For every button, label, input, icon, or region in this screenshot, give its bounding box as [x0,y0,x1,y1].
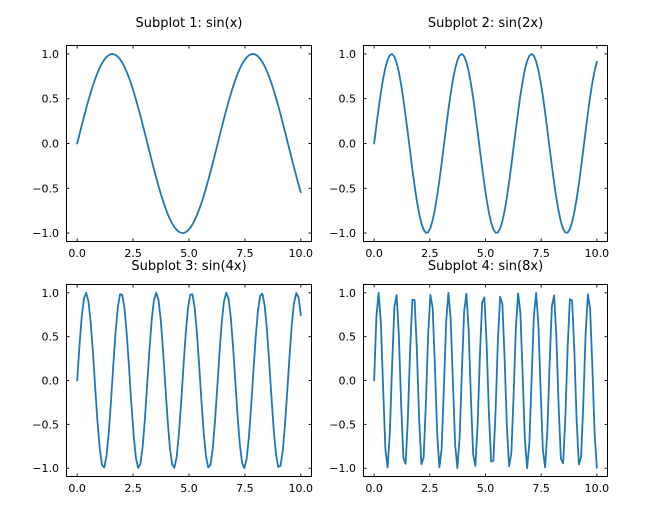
y-tick-label: −0.5 [32,418,59,431]
x-tick-label: 10.0 [585,482,610,495]
y-tick-label: −0.5 [329,418,356,431]
subplot-2-title: Subplot 2: sin(2x) [427,16,544,31]
x-tick-label: 2.5 [124,482,142,495]
y-tick-label: 0.0 [42,375,60,388]
x-tick-label: 5.0 [180,247,198,260]
y-tick-label: 1.0 [42,48,60,61]
x-tick-label: 0.0 [68,482,86,495]
axes-frame [66,284,312,477]
y-tick-label: 0.0 [339,138,357,151]
x-tick-label: 0.0 [365,247,383,260]
x-tick-label: 5.0 [477,482,495,495]
x-tick-label: 10.0 [289,247,314,260]
x-tick-label: 7.5 [236,247,254,260]
x-tick-label: 5.0 [477,247,495,260]
subplot-1-title: Subplot 1: sin(x) [135,16,243,31]
subplot-3-title: Subplot 3: sin(4x) [131,259,247,274]
x-tick-label: 7.5 [532,482,550,495]
sine-curve [76,53,302,234]
subplot-4-axes: 0.0 2.5 5.0 7.5 10.0 −1.0 −0.5 0.0 0.5 1.0 [329,284,609,495]
y-tick-label: −1.0 [329,462,356,475]
x-tick-label: 10.0 [289,482,314,495]
x-tick-label: 0.0 [365,482,383,495]
x-tick-label: 7.5 [532,247,550,260]
sine-curve [373,53,598,234]
y-tick-label: 1.0 [339,48,357,61]
y-tick-label: 0.5 [339,93,357,106]
sine-curve [373,291,598,470]
y-tick-label: −1.0 [32,462,59,475]
y-tick-label: −1.0 [32,227,59,240]
x-tick-label: 0.0 [68,247,86,260]
y-tick-label: 0.5 [42,331,60,344]
y-tick-label: −1.0 [329,227,356,240]
subplot-3-axes: 0.0 2.5 5.0 7.5 10.0 −1.0 −0.5 0.0 0.5 1.0 [32,284,313,495]
y-tick-label: 0.5 [339,331,357,344]
x-tick-label: 2.5 [421,247,439,260]
axes-frame [363,284,608,477]
y-tick-label: 1.0 [42,287,60,300]
subplot-4-title: Subplot 4: sin(8x) [427,259,544,274]
y-tick-label: −0.5 [32,182,59,195]
subplot-1-axes: 0.0 2.5 5.0 7.5 10.0 −1.0 −0.5 0.0 0.5 1.0 [32,45,313,260]
y-tick-label: 0.0 [339,375,357,388]
x-tick-label: 2.5 [124,247,142,260]
x-tick-label: 2.5 [421,482,439,495]
axes-frame [66,45,312,242]
y-tick-label: 0.0 [42,138,60,151]
y-tick-label: 1.0 [339,287,357,300]
x-tick-label: 10.0 [585,247,610,260]
axes-frame [363,45,608,242]
x-tick-label: 7.5 [236,482,254,495]
sine-curve [76,291,302,470]
subplot-2-axes: 0.0 2.5 5.0 7.5 10.0 −1.0 −0.5 0.0 0.5 1.0 [329,45,609,260]
y-tick-label: 0.5 [42,93,60,106]
x-tick-label: 5.0 [180,482,198,495]
y-tick-label: −0.5 [329,182,356,195]
